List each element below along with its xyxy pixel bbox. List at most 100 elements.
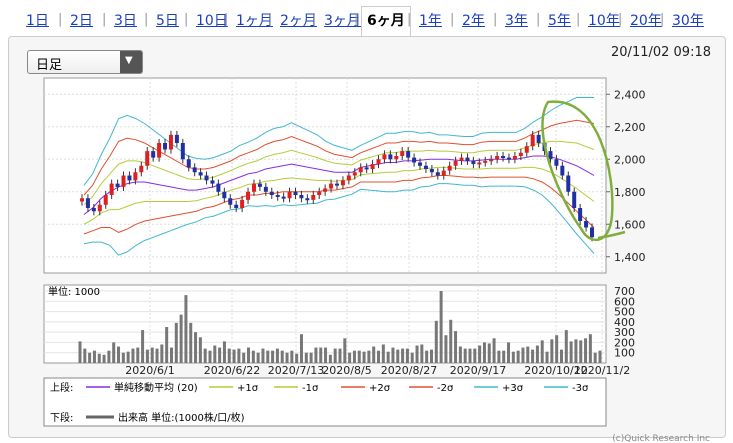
volume-bar (401, 348, 405, 363)
volume-bar (150, 347, 154, 363)
volume-tick-label: 500 (614, 306, 635, 319)
band-minus-3sigma (83, 183, 595, 256)
candle-body (80, 198, 84, 202)
x-tick-label: 2020/10/12 (524, 364, 587, 377)
volume-bar (256, 352, 260, 363)
price-plot-area (43, 77, 607, 274)
tab-separator: | (184, 12, 189, 27)
candle-body (358, 167, 363, 173)
price-tick-label: 2,000 (614, 153, 646, 166)
volume-bar (247, 347, 251, 363)
candle-body (590, 227, 594, 238)
highlight-circle (541, 100, 626, 242)
candle-body (406, 151, 411, 158)
volume-bar (511, 351, 515, 363)
volume-bar (333, 348, 337, 363)
tab-9[interactable]: 1年 (419, 13, 442, 29)
candle-body (305, 198, 310, 201)
volume-bar (102, 354, 106, 363)
candle-body (139, 165, 144, 173)
volume-tick-label: 600 (614, 295, 635, 308)
volume-bar (574, 339, 578, 363)
tab-5[interactable]: 1ヶ月 (236, 13, 273, 29)
legend-item: -3σ (572, 383, 589, 394)
candle-body (222, 191, 227, 199)
volume-bar (497, 350, 501, 363)
volume-bar (507, 342, 511, 363)
tab-12[interactable]: 5年 (548, 13, 571, 29)
candle-body (572, 191, 577, 208)
tab-separator: | (450, 12, 455, 27)
volume-bar (194, 332, 198, 363)
candle-body (352, 172, 357, 176)
volume-bar (492, 338, 496, 363)
price-tick-label: 2,400 (614, 88, 646, 101)
candle-body (246, 191, 251, 200)
tab-11[interactable]: 3年 (505, 13, 528, 29)
band-plus-2sigma (83, 119, 595, 196)
candle-body (394, 156, 399, 160)
candle-body (423, 165, 428, 169)
tab-8[interactable]: 6ヶ月 (361, 6, 411, 36)
candle-body (340, 180, 345, 186)
candle-body (97, 204, 102, 212)
tab-15[interactable]: 30年 (672, 13, 704, 29)
candle-body (335, 183, 339, 186)
candle-body (560, 165, 565, 176)
tab-7[interactable]: 3ヶ月 (324, 13, 361, 29)
candle-body (216, 183, 221, 192)
tab-separator: | (576, 12, 581, 27)
volume-bar (319, 347, 323, 363)
candle-body (412, 157, 417, 163)
tab-13[interactable]: 10年 (588, 13, 620, 29)
tab-3[interactable]: 5日 (156, 13, 179, 29)
volume-bar (372, 346, 376, 363)
volume-bar (107, 350, 111, 363)
candle-body (180, 143, 185, 160)
candle-body (548, 151, 553, 160)
candle-body (329, 183, 334, 189)
candle-body (133, 172, 138, 181)
tab-separator: | (493, 12, 498, 27)
tab-6[interactable]: 2ヶ月 (280, 13, 317, 29)
volume-bar (564, 330, 568, 363)
tab-separator: | (58, 12, 63, 27)
candle-body (554, 159, 559, 166)
tab-10[interactable]: 2年 (462, 13, 485, 29)
volume-bar (117, 346, 121, 363)
volume-bar (160, 344, 164, 363)
tab-2[interactable]: 3日 (114, 13, 137, 29)
candle-body (281, 196, 286, 199)
volume-bar (324, 347, 328, 363)
chart-type-select[interactable]: 日足 ▼ (27, 50, 143, 74)
legend-upper-label: 上段: (50, 381, 73, 394)
tab-separator: | (224, 12, 229, 27)
candle-body (495, 156, 500, 160)
candle-body (85, 198, 90, 208)
volume-bar (328, 354, 332, 363)
volume-bar (189, 322, 193, 363)
volume-bar (550, 339, 554, 363)
dropdown-arrow-icon[interactable]: ▼ (120, 51, 142, 73)
volume-bar (121, 352, 125, 363)
candle-body (275, 195, 280, 197)
volume-bar (275, 348, 279, 363)
volume-bar (213, 345, 217, 363)
tab-0[interactable]: 1日 (26, 13, 49, 29)
tab-1[interactable]: 2日 (70, 13, 93, 29)
volume-bar (482, 342, 486, 363)
candle-body (447, 165, 452, 171)
candle-body (293, 191, 298, 195)
tab-separator: | (618, 12, 623, 27)
volume-bar (579, 340, 583, 363)
tab-4[interactable]: 10日 (196, 13, 228, 29)
candle-body (311, 195, 316, 200)
candle-body (471, 160, 476, 165)
candle-body (263, 186, 268, 192)
volume-bar (478, 345, 482, 363)
tab-separator: | (407, 12, 412, 27)
volume-bar (218, 347, 222, 363)
tab-14[interactable]: 20年 (630, 13, 662, 29)
volume-bar (208, 350, 212, 363)
volume-bar (112, 342, 116, 363)
